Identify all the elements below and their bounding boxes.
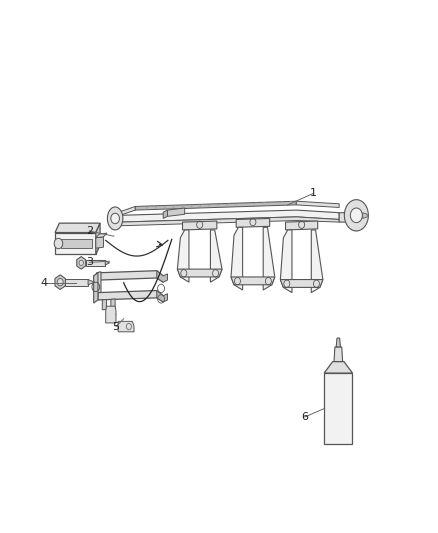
Polygon shape [118, 321, 134, 332]
Text: 5: 5 [113, 321, 120, 332]
Polygon shape [120, 217, 339, 226]
Text: 2: 2 [86, 226, 93, 236]
Polygon shape [231, 277, 275, 285]
Polygon shape [157, 290, 167, 302]
Text: 6: 6 [301, 412, 308, 422]
Polygon shape [167, 208, 185, 216]
Polygon shape [311, 230, 323, 293]
Polygon shape [94, 273, 98, 303]
Polygon shape [61, 239, 92, 248]
Polygon shape [336, 338, 340, 347]
Polygon shape [363, 213, 367, 219]
Polygon shape [86, 260, 105, 266]
Polygon shape [107, 207, 123, 230]
Polygon shape [135, 201, 296, 210]
Circle shape [57, 279, 63, 286]
Polygon shape [88, 280, 95, 285]
Polygon shape [96, 233, 107, 238]
Polygon shape [339, 201, 357, 231]
Polygon shape [105, 261, 110, 265]
Polygon shape [231, 228, 243, 290]
Polygon shape [97, 272, 101, 299]
Text: 4: 4 [40, 278, 47, 288]
Polygon shape [263, 228, 275, 290]
Polygon shape [94, 273, 98, 283]
Polygon shape [177, 269, 222, 277]
Polygon shape [77, 256, 86, 269]
Polygon shape [96, 223, 100, 254]
Polygon shape [280, 230, 292, 293]
Polygon shape [296, 201, 339, 207]
Polygon shape [344, 200, 368, 231]
Polygon shape [55, 232, 96, 254]
Polygon shape [120, 206, 135, 215]
Polygon shape [102, 300, 106, 310]
Circle shape [79, 260, 83, 265]
Polygon shape [210, 230, 222, 282]
Text: 1: 1 [310, 188, 317, 198]
Text: 3: 3 [86, 257, 93, 268]
Polygon shape [324, 361, 353, 373]
Polygon shape [55, 223, 100, 232]
Polygon shape [98, 290, 163, 302]
Polygon shape [96, 237, 103, 248]
Polygon shape [65, 279, 88, 286]
Circle shape [111, 213, 120, 224]
Polygon shape [111, 299, 115, 310]
Polygon shape [236, 219, 270, 228]
Circle shape [54, 238, 63, 249]
Polygon shape [177, 230, 189, 282]
Polygon shape [163, 210, 167, 219]
Polygon shape [183, 221, 217, 230]
Polygon shape [334, 347, 343, 361]
Polygon shape [106, 306, 116, 323]
Polygon shape [286, 221, 318, 230]
Polygon shape [55, 275, 65, 289]
Circle shape [350, 208, 362, 223]
Polygon shape [157, 271, 167, 282]
Polygon shape [280, 280, 323, 287]
Polygon shape [120, 210, 339, 222]
Polygon shape [98, 271, 163, 282]
Polygon shape [324, 373, 353, 444]
